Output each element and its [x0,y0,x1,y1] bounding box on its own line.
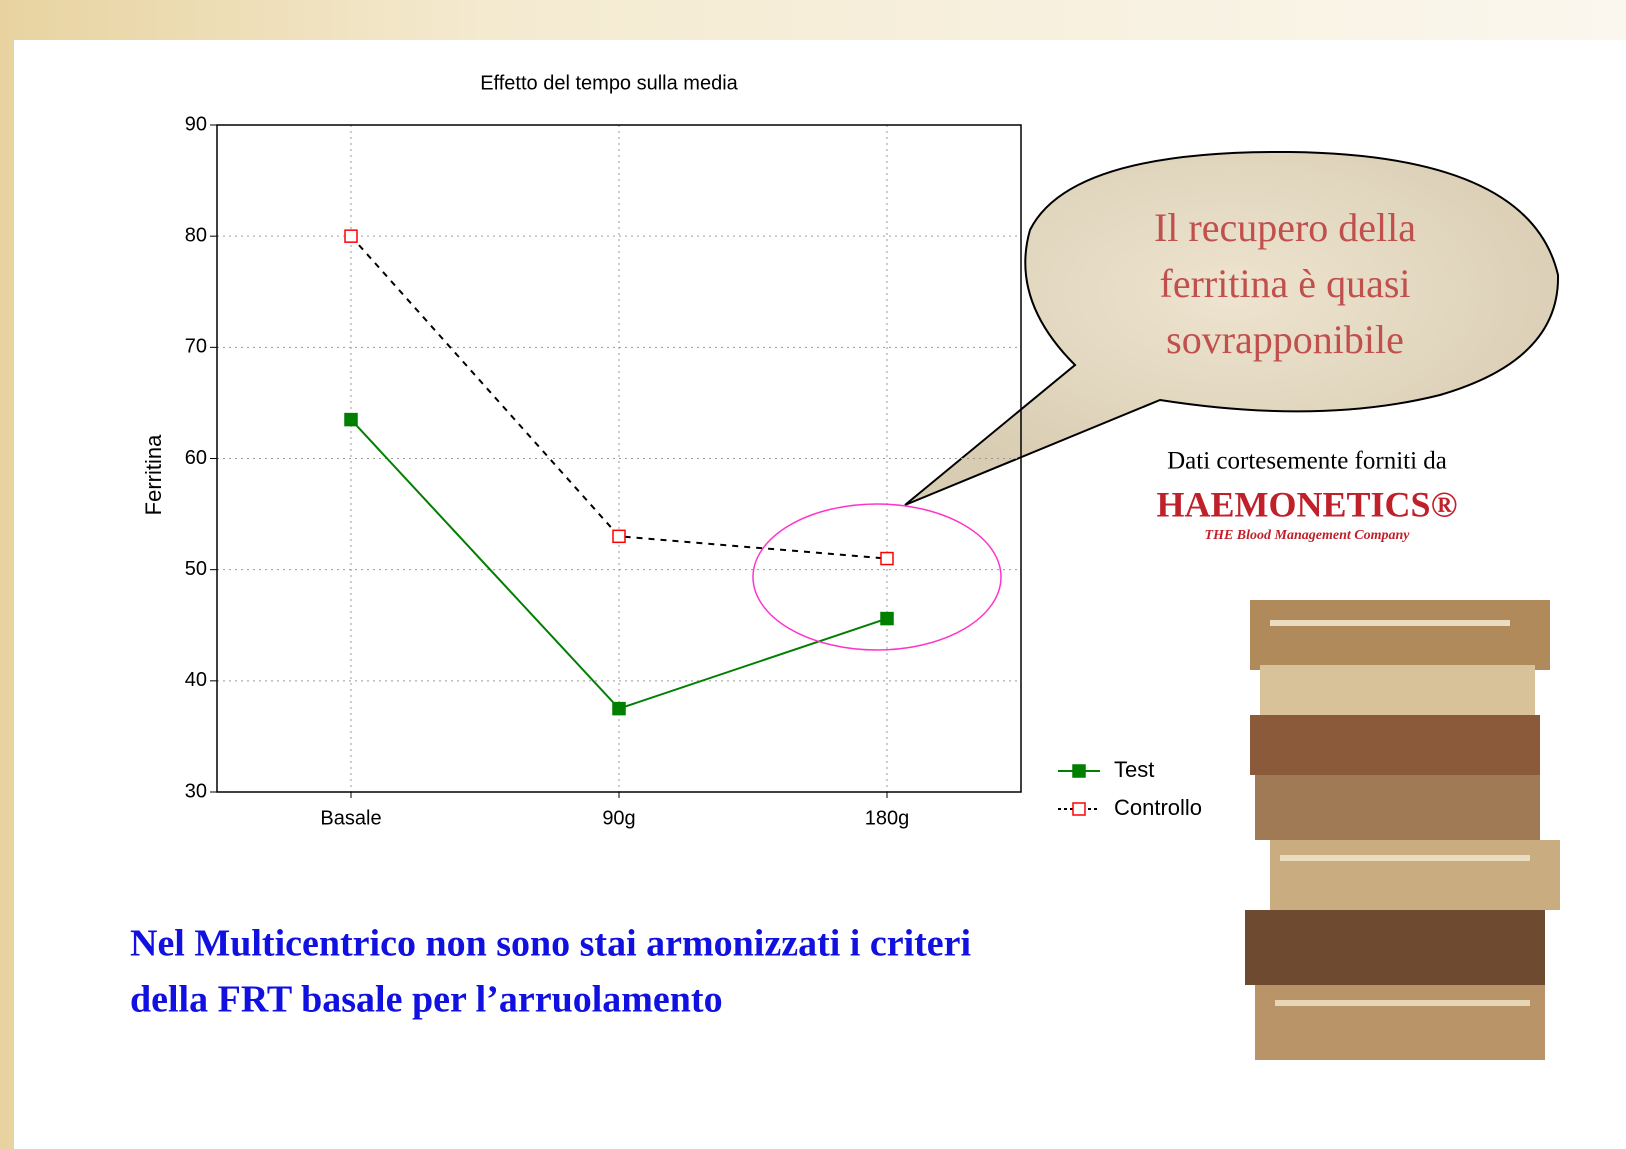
chart-title: Effetto del tempo sulla media [480,72,738,94]
y-tick-label: 90 [185,113,207,135]
x-tick-label: 180g [865,807,910,829]
point [612,701,626,716]
legend-label: Controllo [1114,795,1202,820]
y-tick-label: 30 [185,780,207,802]
callout-bubble [904,150,1560,506]
point [344,229,358,243]
callout-text: ferritina è quasi [1160,261,1411,306]
footer-text: della FRT basale per l’arruolamento [130,979,723,1021]
legend-marker [1072,764,1086,778]
point [344,412,358,427]
books [1245,600,1560,1060]
y-tick-label: 80 [185,224,207,246]
callout-text: Il recupero della [1154,205,1416,250]
y-tick-label: 40 [185,669,207,691]
series-line [350,235,888,560]
legend-label: Test [1114,757,1154,782]
y-tick-label: 60 [185,447,207,469]
y-tick-label: 50 [185,558,207,580]
plot-frame [216,124,1022,793]
point [880,551,894,566]
point [880,611,894,626]
x-tick-label: 90g [602,807,635,829]
footer-text: Nel Multicentrico non sono stai armonizz… [130,923,971,965]
logo-tagline: THE Blood Management Company [1205,528,1411,543]
callout-text: sovrapponibile [1166,317,1404,362]
logo: HAEMONETICS® [1157,484,1458,524]
x-tick-label: Basale [320,807,381,829]
credit-text: Dati cortesemente forniti da [1167,448,1447,475]
point [612,529,626,544]
y-tick-label: 70 [185,336,207,358]
legend-marker [1072,802,1086,816]
y-axis-label: Ferritina [141,434,166,515]
highlight-circle [752,503,1002,651]
